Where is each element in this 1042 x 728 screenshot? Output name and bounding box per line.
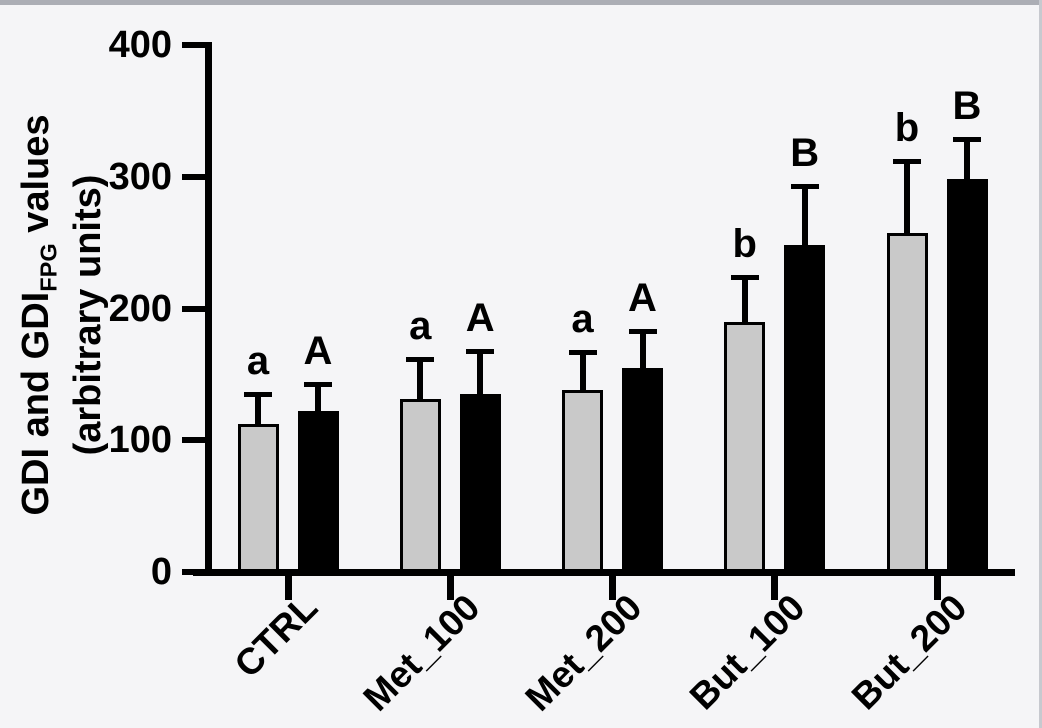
y-tick-label-100: 100 xyxy=(108,419,172,462)
y-axis-line xyxy=(204,42,212,576)
error-cap-gdi-met-200 xyxy=(568,349,597,355)
bar-gdi-but-200 xyxy=(886,233,928,572)
error-whisker-gdi-met-100 xyxy=(417,358,424,406)
significance-letter-gdi-met-100: a xyxy=(409,303,432,348)
error-cap-gdi-but-100 xyxy=(730,274,759,280)
y-tick-100 xyxy=(182,437,205,444)
significance-letter-gdi-but-100: b xyxy=(732,221,757,266)
bar-gdi-ctrl xyxy=(237,424,279,572)
error-whisker-gdi-fpg-but-100 xyxy=(801,185,808,252)
y-axis-title-line1: GDI and GDIFPG values xyxy=(15,114,62,516)
bar-gdi-but-100 xyxy=(724,321,766,572)
error-whisker-gdi-ctrl xyxy=(255,394,261,431)
window-edge-right xyxy=(1039,0,1042,728)
error-cap-gdi-fpg-ctrl xyxy=(304,381,332,387)
error-whisker-gdi-fpg-met-200 xyxy=(639,330,646,374)
window-edge-top xyxy=(0,0,1042,5)
error-whisker-gdi-fpg-met-100 xyxy=(477,350,484,401)
significance-letter-gdi-fpg-but-200: B xyxy=(952,83,982,128)
x-tick-but-200 xyxy=(933,572,941,600)
error-whisker-gdi-but-200 xyxy=(904,160,910,240)
error-cap-gdi-but-200 xyxy=(893,158,921,164)
x-tick-ctrl xyxy=(284,572,292,600)
error-cap-gdi-fpg-but-100 xyxy=(790,183,819,189)
significance-letter-gdi-fpg-but-100: B xyxy=(790,130,820,175)
y-tick-400 xyxy=(182,42,205,48)
y-tick-300 xyxy=(182,173,205,180)
y-tick-label-200: 200 xyxy=(108,287,172,330)
error-whisker-gdi-fpg-ctrl xyxy=(315,383,321,418)
error-cap-gdi-fpg-but-200 xyxy=(953,136,981,142)
y-tick-label-300: 300 xyxy=(108,155,172,198)
x-axis-line xyxy=(193,568,1015,576)
significance-letter-gdi-met-200: a xyxy=(571,296,594,341)
y-tick-label-400: 400 xyxy=(108,24,172,66)
x-label-met-100: Met_100 xyxy=(355,586,488,719)
bar-gdi-fpg-but-200 xyxy=(946,179,988,572)
y-tick-200 xyxy=(182,305,205,312)
error-cap-gdi-met-100 xyxy=(406,356,435,362)
error-cap-gdi-fpg-met-200 xyxy=(628,328,657,334)
bar-gdi-fpg-ctrl xyxy=(297,411,339,572)
significance-letter-gdi-but-200: b xyxy=(894,105,920,150)
x-label-ctrl: CTRL xyxy=(226,586,326,686)
x-tick-met-100 xyxy=(446,572,454,600)
x-tick-but-100 xyxy=(771,572,779,600)
bar-gdi-fpg-met-100 xyxy=(459,394,501,572)
error-whisker-gdi-but-100 xyxy=(741,276,748,328)
error-whisker-gdi-met-200 xyxy=(579,351,586,397)
x-label-but-100: But_100 xyxy=(681,586,813,718)
bar-gdi-fpg-met-200 xyxy=(622,367,663,572)
significance-letter-gdi-fpg-met-200: A xyxy=(628,275,657,320)
bar-gdi-met-200 xyxy=(562,390,603,572)
y-axis-title-subscript: FPG xyxy=(35,243,62,292)
x-label-but-200: But_200 xyxy=(843,586,975,718)
y-tick-0 xyxy=(182,569,205,575)
y-tick-label-0: 0 xyxy=(150,551,172,593)
error-cap-gdi-fpg-met-100 xyxy=(466,348,495,354)
error-whisker-gdi-fpg-but-200 xyxy=(964,138,970,186)
bar-gdi-fpg-but-100 xyxy=(784,245,826,572)
x-label-met-200: Met_200 xyxy=(517,586,651,719)
significance-letter-gdi-fpg-met-100: A xyxy=(465,295,495,340)
significance-letter-gdi-ctrl: a xyxy=(246,339,270,384)
error-cap-gdi-ctrl xyxy=(244,392,272,398)
bar-gdi-met-100 xyxy=(399,399,441,572)
x-tick-met-200 xyxy=(609,572,616,600)
significance-letter-gdi-fpg-ctrl: A xyxy=(303,328,333,373)
